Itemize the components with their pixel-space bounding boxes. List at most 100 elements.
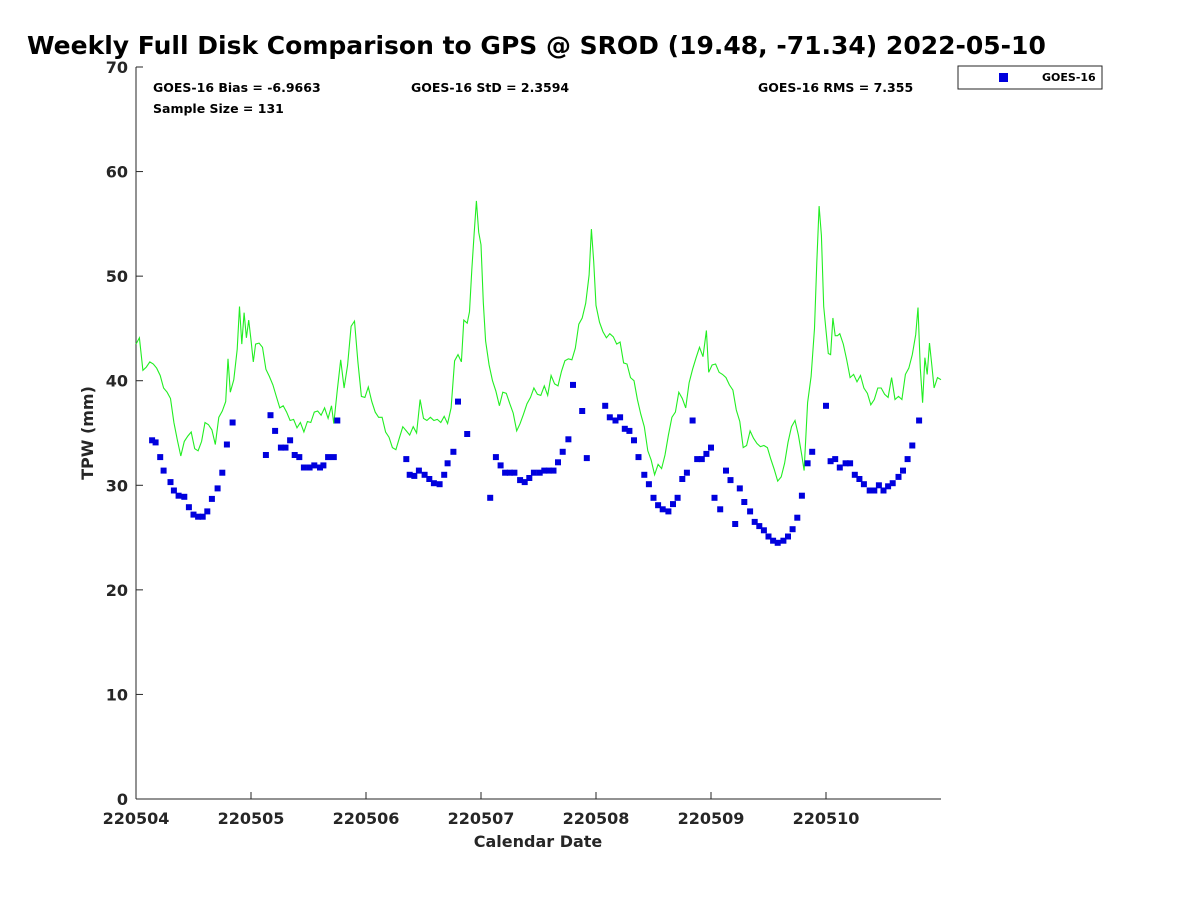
x-tick-label: 220508 [563,809,630,828]
x-tick-label: 220510 [793,809,860,828]
goes16-point [889,480,896,487]
goes16-point [847,460,854,467]
goes16-point [492,454,499,461]
goes16-point [287,437,294,444]
goes16-point [262,452,269,458]
x-tick-label: 220505 [218,809,285,828]
goes16-point [170,487,177,494]
goes16-point [415,467,422,474]
goes16-point [866,487,873,494]
goes16-point [765,533,772,540]
goes16-point [856,476,863,482]
goes16-point [421,471,428,478]
goes16-point [694,456,701,463]
x-tick-label: 220509 [678,809,745,828]
goes16-point [300,464,307,471]
stat-std: GOES-16 StD = 2.3594 [411,80,569,95]
x-tick-label: 220504 [103,809,170,828]
goes16-point [450,448,457,455]
y-tick-label: 30 [106,476,128,495]
goes16-point [559,448,566,455]
goes16-point [717,506,724,513]
x-tick-label: 220506 [333,809,400,828]
goes16-series [149,381,923,546]
goes16-point [732,521,739,527]
y-tick-label: 60 [106,163,128,182]
goes16-point [195,513,202,520]
goes16-point [530,469,537,476]
goes16-point [334,417,341,424]
goes16-point [214,485,221,492]
goes16-point [291,452,298,458]
goes16-point [545,467,552,474]
goes16-point [579,408,586,414]
goes16-point [229,419,236,426]
goes16-point [565,436,572,443]
goes16-point [708,444,714,451]
goes16-point [635,454,642,461]
goes16-point [541,467,548,474]
goes16-point [160,467,167,474]
legend-label-goes16: GOES-16 [1042,71,1096,84]
goes16-point [770,537,777,544]
x-tick-label: 220507 [448,809,515,828]
goes16-point [536,469,543,476]
goes16-point [794,514,801,521]
goes16-point [411,472,418,479]
goes16-point [904,456,911,463]
goes16-point [464,431,471,437]
y-axis-ticks: 0 10 20 30 40 50 60 70 [106,58,143,809]
goes16-point [282,444,289,451]
goes16-point [626,427,633,434]
goes16-point [181,493,188,500]
goes16-point [506,469,513,476]
goes16-point [223,441,230,448]
goes16-point [650,494,657,501]
goes16-point [698,456,705,463]
y-tick-label: 20 [106,581,128,600]
goes16-point [219,469,226,476]
goes16-point [517,477,524,484]
goes16-point [617,414,624,421]
goes16-point [436,481,443,488]
goes16-point [277,444,284,451]
goes16-point [842,460,849,467]
goes16-point [526,475,533,481]
goes16-point [296,454,303,461]
x-axis-label: Calendar Date [474,832,603,851]
goes16-point [741,499,748,505]
goes16-point [823,402,829,409]
goes16-point [760,527,767,534]
goes16-point [683,469,690,476]
goes16-point [444,460,451,467]
gps-series-line [135,200,942,483]
goes16-point [736,485,743,492]
goes16-point [780,537,787,544]
goes16-point [665,508,672,515]
goes16-point [785,533,791,540]
stats-annotations: GOES-16 Bias = -6.9663 GOES-16 StD = 2.3… [153,80,913,116]
goes16-point [774,539,781,546]
goes16-point [860,481,867,488]
goes16-point [325,454,332,461]
goes16-point [267,412,274,419]
y-tick-label: 0 [117,790,128,809]
goes16-point [311,462,318,469]
y-tick-label: 40 [106,372,128,391]
goes16-point [497,462,504,469]
goes16-point [747,508,754,515]
goes16-point [875,482,882,489]
legend-box [957,65,1103,90]
goes16-point [430,480,437,487]
goes16-point [175,492,182,499]
goes16-point [602,402,609,409]
goes16-point [306,464,313,471]
goes16-point [621,425,628,432]
goes16-point [320,462,327,469]
goes16-point [455,398,461,405]
series-layer [135,200,942,546]
y-tick-label: 50 [106,267,128,286]
goes16-point [723,467,729,474]
goes16-point [641,471,648,478]
goes16-point [511,469,518,476]
